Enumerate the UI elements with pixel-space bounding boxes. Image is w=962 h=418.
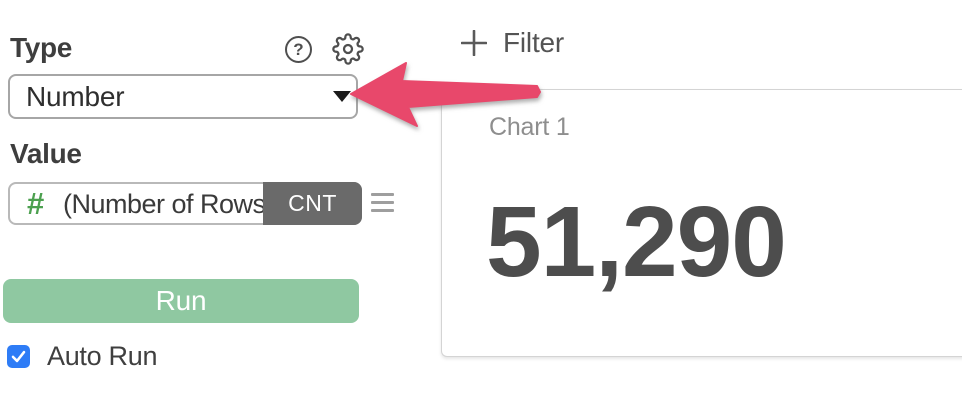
checkmark-icon: [11, 350, 26, 363]
type-label: Type: [10, 32, 73, 63]
auto-run-label: Auto Run: [47, 341, 158, 371]
type-dropdown-value: Number: [26, 81, 125, 112]
filter-label: Filter: [503, 27, 565, 58]
add-filter-button[interactable]: Filter: [461, 27, 564, 59]
chart-number-value: 51,290: [486, 186, 787, 298]
chart-card: Chart 1 51,290: [441, 89, 962, 357]
hamburger-menu-icon[interactable]: [371, 193, 394, 212]
chart-title: Chart 1: [489, 113, 570, 141]
plus-icon: [461, 30, 487, 56]
run-button[interactable]: Run: [3, 279, 359, 323]
chevron-down-icon: [333, 91, 351, 102]
measure-name: (Number of Rows): [63, 189, 275, 219]
auto-run-checkbox[interactable]: [7, 345, 30, 368]
aggregation-badge[interactable]: CNT: [263, 182, 362, 225]
value-label: Value: [10, 138, 82, 169]
type-dropdown[interactable]: Number: [8, 74, 358, 119]
value-measure-field[interactable]: # (Number of Rows) CNT: [8, 182, 362, 225]
help-icon[interactable]: ?: [285, 36, 312, 63]
gear-icon[interactable]: [332, 33, 364, 65]
numeric-column-icon: #: [27, 186, 45, 221]
auto-run-toggle[interactable]: Auto Run: [7, 341, 157, 372]
